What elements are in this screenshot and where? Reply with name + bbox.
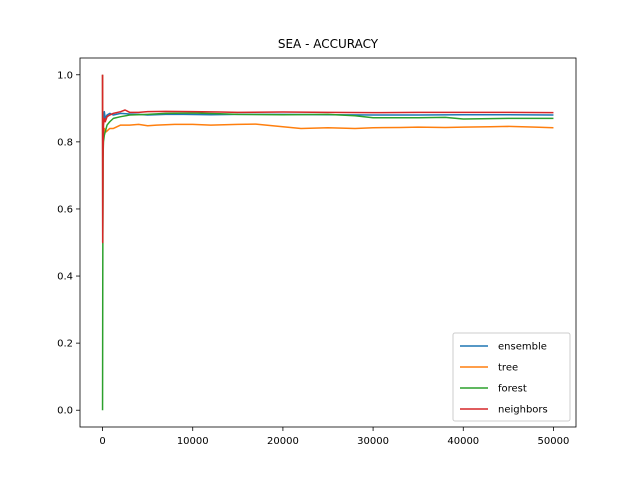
y-tick-label: 0.0 [57, 406, 73, 417]
axes-layer: 0 10000 20000 30000 40000 50000 0.0 0.2 0.4 0.6 0.… [57, 57, 577, 447]
y-tick-label: 1.0 [57, 70, 73, 81]
y-tick-label: 0.2 [57, 339, 73, 350]
legend-label-ensemble: ensemble [498, 342, 547, 353]
legend: ensemble tree forest neighbors [452, 332, 571, 422]
legend-label-neighbors: neighbors [498, 405, 548, 416]
legend-label-tree: tree [498, 363, 518, 374]
series-line-forest [101, 112, 554, 411]
y-tick-label: 0.6 [57, 204, 73, 215]
plot-frame [79, 57, 577, 428]
series-layer [101, 74, 554, 411]
y-tick-label: 0.8 [57, 137, 73, 148]
series-line-tree [101, 74, 554, 244]
chart-title: SEA - ACCURACY [278, 37, 379, 51]
x-tick-label: 10000 [177, 436, 209, 447]
x-tick-label: 20000 [267, 436, 299, 447]
series-line-neighbors [101, 74, 554, 244]
legend-box [452, 332, 571, 422]
x-tick-label: 40000 [447, 436, 479, 447]
x-tick-label: 0 [99, 436, 105, 447]
y-tick-label: 0.4 [57, 272, 73, 283]
x-tick-label: 30000 [357, 436, 389, 447]
x-tick-label: 50000 [538, 436, 570, 447]
legend-label-forest: forest [498, 384, 527, 395]
